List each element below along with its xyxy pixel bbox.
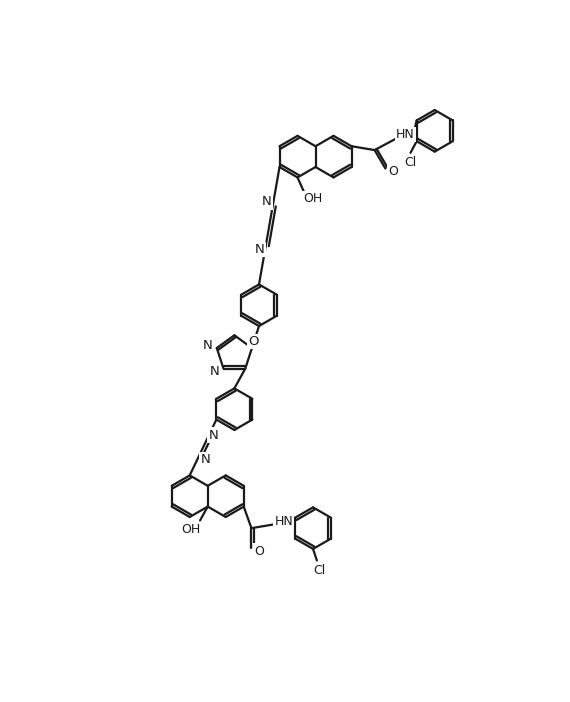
Text: O: O <box>249 335 259 348</box>
Text: N: N <box>200 453 210 466</box>
Text: N: N <box>203 339 213 352</box>
Text: HN: HN <box>274 515 293 529</box>
Text: N: N <box>255 243 264 256</box>
Text: N: N <box>262 195 271 208</box>
Text: OH: OH <box>181 523 201 536</box>
Text: Cl: Cl <box>313 564 325 577</box>
Text: O: O <box>388 165 398 178</box>
Text: OH: OH <box>303 192 323 206</box>
Text: HN: HN <box>396 128 415 141</box>
Text: N: N <box>209 364 219 378</box>
Text: Cl: Cl <box>404 157 417 169</box>
Text: O: O <box>254 545 264 558</box>
Text: N: N <box>208 429 218 442</box>
